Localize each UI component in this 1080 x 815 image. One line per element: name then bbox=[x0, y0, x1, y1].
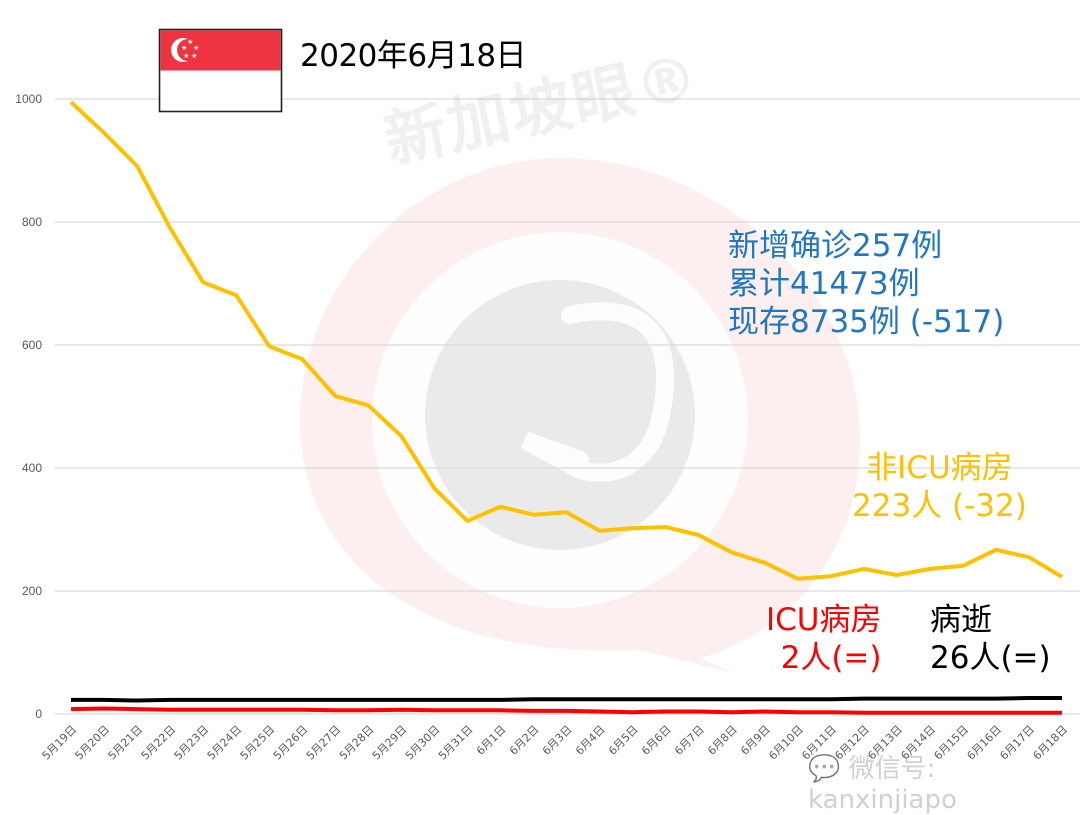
x-tick-label: 6月5日 bbox=[606, 723, 641, 758]
non-icu-annotation: 非ICU病房 223人 (-32) bbox=[852, 450, 1027, 526]
deaths-annotation: 病逝 26人(=) bbox=[930, 602, 1051, 678]
x-tick-label: 6月8日 bbox=[705, 723, 740, 758]
watermark-logo bbox=[300, 158, 860, 672]
x-tick-label: 6月10日 bbox=[766, 723, 806, 763]
svg-text:★: ★ bbox=[191, 52, 197, 60]
wechat-icon: 💬 bbox=[808, 754, 841, 784]
y-tick-label: 0 bbox=[35, 707, 42, 721]
y-tick-label: 200 bbox=[22, 584, 42, 598]
x-tick-label: 5月28日 bbox=[337, 723, 377, 763]
icu-annotation: ICU病房 2人(=) bbox=[766, 602, 881, 678]
x-tick-label: 5月20日 bbox=[73, 723, 113, 763]
x-tick-label: 5月19日 bbox=[40, 723, 80, 763]
x-tick-label: 5月22日 bbox=[139, 723, 179, 763]
new-cases-text: 新增确诊257例 bbox=[728, 228, 943, 264]
singapore-flag-icon: ★ ★ ★ ★ ★ bbox=[158, 28, 283, 113]
series-lines bbox=[69, 100, 1064, 715]
deaths-label: 病逝 bbox=[930, 602, 992, 638]
svg-text:★: ★ bbox=[187, 38, 193, 46]
x-tick-label: 6月3日 bbox=[540, 723, 575, 758]
x-tick-label: 5月21日 bbox=[106, 723, 146, 763]
deaths-value: 26人(=) bbox=[930, 639, 1051, 676]
svg-text:★: ★ bbox=[193, 44, 199, 52]
series-line bbox=[70, 706, 1062, 715]
non-icu-value: 223人 (-32) bbox=[852, 487, 1027, 524]
x-tick-label: 5月25日 bbox=[238, 723, 278, 763]
x-tick-label: 5月24日 bbox=[205, 723, 245, 763]
icu-label: ICU病房 bbox=[766, 602, 882, 638]
svg-text:★: ★ bbox=[183, 52, 189, 60]
x-tick-label: 5月31日 bbox=[436, 723, 476, 763]
y-tick-label: 400 bbox=[22, 461, 42, 475]
chart-title-date: 2020年6月18日 bbox=[300, 38, 527, 74]
x-tick-label: 6月4日 bbox=[573, 723, 608, 758]
non-icu-label: 非ICU病房 bbox=[866, 450, 1013, 486]
summary-annotation: 新增确诊257例 累计41473例 现存8735例 (-517) bbox=[728, 228, 1004, 341]
x-tick-label: 5月23日 bbox=[172, 723, 212, 763]
x-tick-label: 6月7日 bbox=[672, 723, 707, 758]
x-tick-label: 6月1日 bbox=[474, 723, 509, 758]
y-tick-label: 1000 bbox=[15, 92, 42, 106]
y-tick-label: 800 bbox=[22, 215, 42, 229]
x-tick-label: 6月6日 bbox=[639, 723, 674, 758]
y-tick-label: 600 bbox=[22, 338, 42, 352]
x-tick-label: 5月27日 bbox=[304, 723, 344, 763]
y-axis-ticks: 0 200 400 600 800 1000 bbox=[15, 92, 42, 721]
series-line bbox=[71, 696, 1062, 703]
x-tick-label: 5月30日 bbox=[403, 723, 443, 763]
x-tick-label: 5月26日 bbox=[271, 723, 311, 763]
active-cases-text: 现存8735例 (-517) bbox=[728, 303, 1005, 340]
icu-value: 2人(=) bbox=[780, 639, 882, 676]
wechat-watermark: 💬 微信号: kanxinjiapo bbox=[808, 748, 1080, 815]
series-line bbox=[69, 100, 1064, 581]
svg-text:★: ★ bbox=[181, 44, 187, 52]
x-tick-label: 5月29日 bbox=[370, 723, 410, 763]
cumulative-cases-text: 累计41473例 bbox=[728, 265, 920, 302]
x-tick-label: 6月2日 bbox=[507, 723, 542, 758]
